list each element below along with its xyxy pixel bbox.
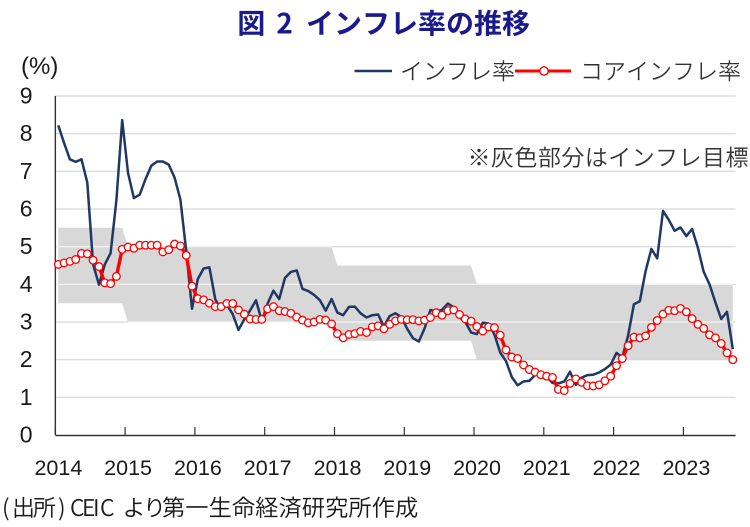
svg-text:4: 4 (20, 271, 33, 297)
svg-text:2014: 2014 (34, 456, 82, 480)
svg-text:1: 1 (20, 384, 33, 410)
svg-text:0: 0 (20, 422, 33, 448)
svg-text:2016: 2016 (174, 456, 222, 480)
svg-text:2017: 2017 (244, 456, 292, 480)
svg-text:2015: 2015 (104, 456, 152, 480)
svg-text:2020: 2020 (453, 456, 501, 480)
svg-text:2023: 2023 (662, 456, 710, 480)
svg-text:2022: 2022 (593, 456, 641, 480)
svg-text:7: 7 (20, 158, 33, 184)
svg-text:9: 9 (20, 83, 33, 109)
svg-text:6: 6 (20, 196, 33, 222)
svg-text:2018: 2018 (314, 456, 362, 480)
svg-text:3: 3 (20, 309, 33, 335)
svg-text:2: 2 (20, 346, 33, 372)
svg-text:5: 5 (20, 233, 33, 259)
svg-text:2019: 2019 (383, 456, 431, 480)
svg-text:(%): (%) (21, 53, 58, 80)
svg-text:8: 8 (20, 120, 33, 146)
svg-text:2021: 2021 (523, 456, 571, 480)
